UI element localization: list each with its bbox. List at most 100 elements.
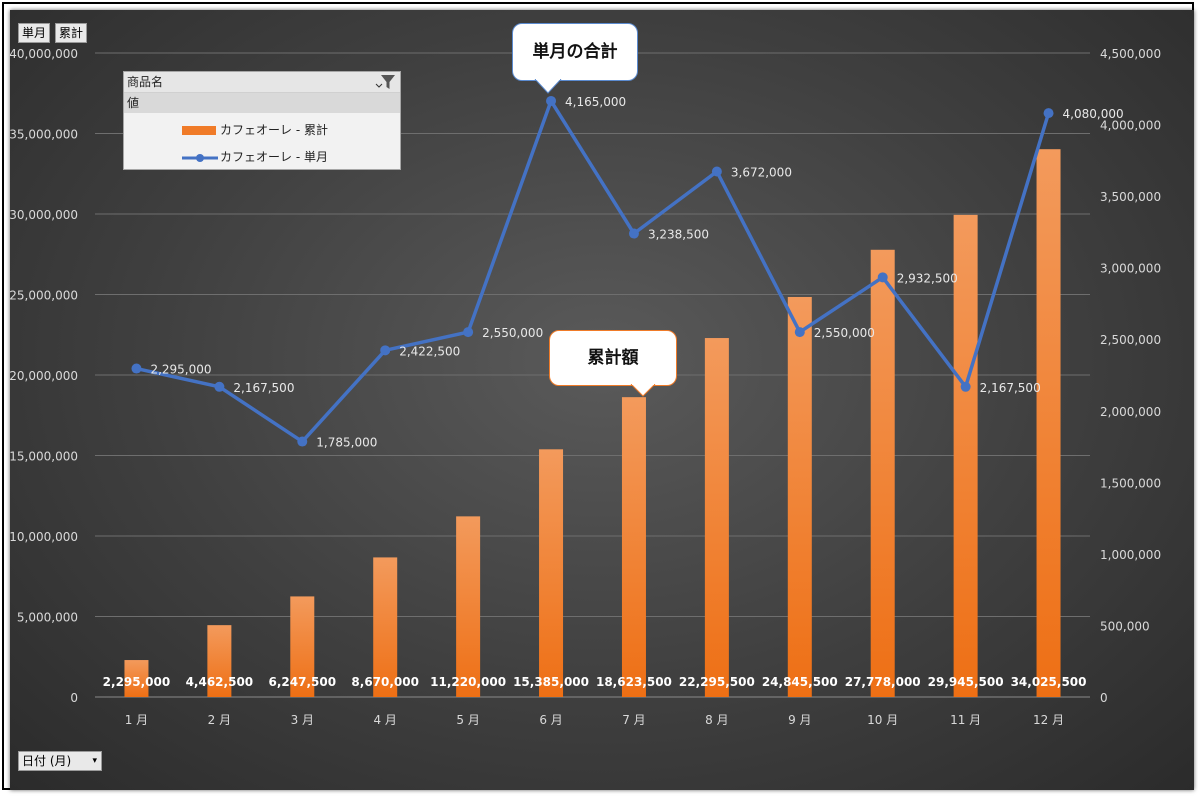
x-tick-label: 2 月 <box>208 713 231 727</box>
y-tick-label: 5,000,000 <box>17 611 78 625</box>
bar-data-label: 15,385,000 <box>513 675 589 689</box>
x-tick-label: 6 月 <box>539 713 562 727</box>
x-tick-label: 1 月 <box>125 713 148 727</box>
line-data-label: 4,080,000 <box>1063 107 1124 121</box>
legend-header-label: 商品名 <box>127 75 164 89</box>
line-data-label: 4,165,000 <box>565 95 626 109</box>
legend-header[interactable]: 商品名 <box>124 72 400 93</box>
bar-data-label: 6,247,500 <box>269 675 337 689</box>
field-button-date[interactable]: 日付 (月) ▾ <box>18 751 102 771</box>
x-tick-label: 4 月 <box>373 713 396 727</box>
bar <box>704 338 729 697</box>
x-tick-label: 7 月 <box>622 713 645 727</box>
line-point <box>960 381 971 392</box>
line-data-label: 3,672,000 <box>731 165 792 179</box>
bar <box>870 249 895 697</box>
bar-data-label: 8,670,000 <box>351 675 419 689</box>
y2-tick-label: 3,500,000 <box>1100 190 1161 204</box>
legend: 商品名 値 カフェオーレ - 累計 カフェオーレ - 単月 <box>123 71 401 170</box>
legend-subheader: 値 <box>124 93 400 113</box>
y2-tick-label: 4,000,000 <box>1100 119 1161 133</box>
field-button-single[interactable]: 単月 <box>18 23 51 43</box>
bar <box>539 449 564 697</box>
field-button-date-label: 日付 (月) <box>22 754 72 768</box>
y2-tick-label: 0 <box>1100 691 1108 705</box>
bar <box>290 596 315 697</box>
field-button-cumulative[interactable]: 累計 <box>55 23 88 43</box>
bar-data-label: 22,295,500 <box>679 675 755 689</box>
bar <box>456 516 481 697</box>
legend-swatch-line <box>182 153 218 162</box>
y2-tick-label: 4,500,000 <box>1100 47 1161 61</box>
y-tick-label: 35,000,000 <box>9 128 78 142</box>
bar <box>373 557 398 697</box>
line-point <box>131 363 142 374</box>
bar-data-label: 27,778,000 <box>845 675 921 689</box>
callout-single-total-pointer <box>534 79 562 94</box>
bar-data-label: 29,945,500 <box>928 675 1004 689</box>
legend-item-single: カフェオーレ - 単月 <box>182 147 328 167</box>
y2-tick-label: 1,000,000 <box>1100 548 1161 562</box>
y2-tick-label: 500,000 <box>1100 619 1150 633</box>
dropdown-arrow-icon: ▾ <box>92 756 97 766</box>
bar <box>1036 149 1061 697</box>
filter-icon[interactable] <box>374 73 396 91</box>
line-point <box>463 327 474 338</box>
line-data-label: 3,238,500 <box>648 228 709 242</box>
bar-data-label: 2,295,000 <box>103 675 171 689</box>
line-point <box>297 436 308 447</box>
y-tick-label: 0 <box>70 691 78 705</box>
y2-tick-label: 2,500,000 <box>1100 333 1161 347</box>
y2-tick-label: 2,000,000 <box>1100 405 1161 419</box>
line-point <box>794 327 805 338</box>
bar-data-label: 4,462,500 <box>186 675 254 689</box>
bar <box>621 397 646 697</box>
line-data-label: 2,167,500 <box>233 381 294 395</box>
callout-cumulative-total-text: 累計額 <box>587 348 639 368</box>
x-tick-label: 3 月 <box>291 713 314 727</box>
y-tick-label: 40,000,000 <box>9 47 78 61</box>
x-tick-label: 12 月 <box>1033 713 1064 727</box>
legend-item-cumulative: カフェオーレ - 累計 <box>182 120 328 140</box>
bar-data-label: 34,025,500 <box>1011 675 1087 689</box>
y-tick-label: 20,000,000 <box>9 369 78 383</box>
y-tick-label: 30,000,000 <box>9 208 78 222</box>
bar-data-label: 11,220,000 <box>430 675 506 689</box>
callout-single-total-text: 単月の合計 <box>532 42 618 62</box>
line-data-label: 2,295,000 <box>150 363 211 377</box>
callout-cumulative-total-pointer <box>630 384 656 397</box>
line-point <box>214 381 225 392</box>
line-data-label: 2,550,000 <box>482 326 543 340</box>
x-tick-label: 9 月 <box>788 713 811 727</box>
y-tick-label: 15,000,000 <box>9 450 78 464</box>
callout-single-total: 単月の合計 <box>512 23 638 81</box>
line-point <box>380 345 391 356</box>
line-data-label: 2,422,500 <box>399 344 460 358</box>
y-tick-label: 25,000,000 <box>9 289 78 303</box>
line-data-label: 1,785,000 <box>316 436 377 450</box>
line-point <box>628 228 639 239</box>
line-data-label: 2,550,000 <box>814 326 875 340</box>
bar <box>207 625 232 697</box>
bar <box>953 214 978 698</box>
bar <box>124 660 149 697</box>
legend-swatch-bar <box>182 126 216 135</box>
legend-item-label: カフェオーレ - 累計 <box>220 123 328 137</box>
y-tick-label: 10,000,000 <box>9 530 78 544</box>
line-point <box>1043 108 1054 119</box>
legend-item-label: カフェオーレ - 単月 <box>220 150 328 164</box>
y2-tick-label: 1,500,000 <box>1100 476 1161 490</box>
line-data-label: 2,167,500 <box>980 381 1041 395</box>
x-tick-label: 11 月 <box>950 713 981 727</box>
bar-data-label: 24,845,500 <box>762 675 838 689</box>
bar-data-label: 18,623,500 <box>596 675 672 689</box>
x-tick-label: 5 月 <box>456 713 479 727</box>
line-point <box>546 95 557 106</box>
line-point <box>711 166 722 177</box>
y2-tick-label: 3,000,000 <box>1100 262 1161 276</box>
bar <box>787 296 812 697</box>
line-point <box>877 272 888 283</box>
x-tick-label: 8 月 <box>705 713 728 727</box>
line-data-label: 2,932,500 <box>897 271 958 285</box>
